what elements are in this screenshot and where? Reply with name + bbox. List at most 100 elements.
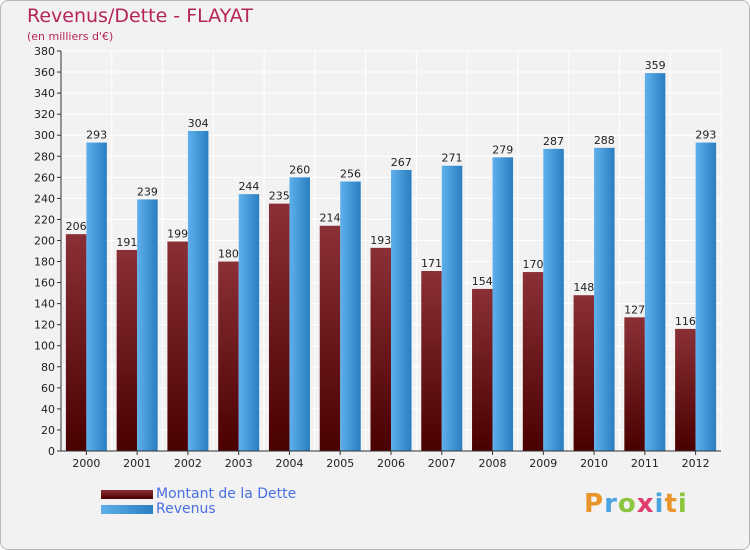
debt-bar-label: 171: [421, 257, 442, 270]
revenue-bar: [594, 147, 615, 451]
x-tick-label: 2010: [580, 457, 608, 470]
y-tick-label: 20: [41, 424, 55, 437]
revenue-bar-label: 279: [492, 143, 513, 156]
revenue-bar: [695, 142, 717, 451]
y-tick-label: 160: [34, 277, 55, 290]
logo-letter: t: [664, 489, 678, 519]
debt-bar-label: 193: [370, 234, 391, 247]
proxiti-logo: Proxiti: [584, 489, 688, 519]
y-tick-label: 140: [34, 298, 55, 311]
debt-bar: [167, 241, 188, 451]
legend-swatch-revenue: [101, 505, 153, 514]
debt-bar-label: 154: [472, 275, 493, 288]
y-tick-label: 100: [34, 340, 55, 353]
logo-letter: i: [654, 489, 665, 519]
debt-bar-label: 116: [675, 315, 696, 328]
revenue-bar: [289, 177, 310, 451]
revenue-bar-label: 288: [594, 134, 615, 147]
y-tick-label: 360: [34, 66, 55, 79]
x-tick-label: 2012: [682, 457, 710, 470]
debt-bar: [472, 288, 493, 451]
logo-letter: r: [604, 489, 618, 519]
y-tick-label: 220: [34, 213, 55, 226]
y-tick-label: 60: [41, 382, 55, 395]
x-tick-label: 2005: [326, 457, 354, 470]
revenue-bar: [187, 131, 209, 451]
debt-bar: [573, 295, 595, 451]
revenue-bar: [86, 142, 107, 451]
x-tick-label: 2009: [529, 457, 557, 470]
x-tick-label: 2008: [479, 457, 507, 470]
x-tick-label: 2002: [174, 457, 202, 470]
revenue-bar-label: 260: [289, 163, 310, 176]
debt-bar: [65, 234, 87, 451]
revenue-bar-label: 271: [442, 152, 463, 165]
logo-letter: P: [584, 489, 605, 519]
debt-bar: [522, 272, 544, 451]
debt-bar-label: 206: [66, 220, 87, 233]
y-tick-label: 180: [34, 256, 55, 269]
revenue-bar: [238, 194, 260, 451]
legend-label-revenue: Revenus: [156, 501, 216, 517]
y-tick-label: 200: [34, 234, 55, 247]
revenue-bar-label: 293: [695, 129, 716, 142]
revenue-bar: [492, 157, 514, 451]
debt-bar: [218, 261, 239, 451]
debt-bar: [268, 203, 290, 451]
debt-bar: [675, 328, 696, 451]
logo-letter: x: [636, 489, 655, 519]
y-tick-label: 240: [34, 192, 55, 205]
revenue-bar-label: 267: [391, 156, 412, 169]
x-tick-label: 2001: [123, 457, 151, 470]
chart-title: Revenus/Dette - FLAYAT: [27, 5, 253, 27]
debt-bar-label: 180: [218, 248, 239, 261]
revenue-bar-label: 256: [340, 168, 361, 181]
debt-bar-label: 170: [523, 258, 544, 271]
debt-bar-label: 127: [624, 303, 645, 316]
y-tick-label: 80: [41, 361, 55, 374]
x-tick-label: 2003: [225, 457, 253, 470]
debt-bar-label: 214: [319, 212, 340, 225]
revenue-bar: [441, 165, 463, 451]
revenue-bar: [391, 169, 412, 451]
revenue-bar: [340, 181, 361, 452]
debt-bar: [624, 317, 645, 451]
y-tick-label: 0: [48, 445, 55, 458]
revenue-bar-label: 239: [137, 185, 158, 198]
revenue-bar-label: 304: [188, 117, 209, 130]
y-tick-label: 280: [34, 150, 55, 163]
revenue-bar: [644, 73, 666, 452]
chart-subtitle: (en milliers d'€): [27, 30, 114, 43]
revenue-bar-label: 287: [543, 135, 564, 148]
x-tick-label: 2011: [631, 457, 659, 470]
x-tick-label: 2007: [428, 457, 456, 470]
bars: [65, 73, 717, 452]
y-tick-label: 340: [34, 87, 55, 100]
x-tick-label: 2004: [275, 457, 303, 470]
y-tick-label: 300: [34, 129, 55, 142]
revenue-bar-label: 244: [238, 180, 259, 193]
labels: 0 20 40 60 80 100 120 140 160 180 200 220 240 260 280 3…: [34, 45, 716, 470]
debt-bar-label: 148: [573, 281, 594, 294]
revenue-bar: [137, 199, 158, 451]
debt-bar-label: 199: [167, 228, 188, 241]
debt-bar-label: 191: [116, 236, 137, 249]
revenue-bar: [543, 148, 564, 452]
y-tick-label: 380: [34, 45, 55, 58]
debt-bar: [421, 271, 442, 451]
y-tick-label: 260: [34, 171, 55, 184]
y-tick-label: 120: [34, 319, 55, 332]
debt-bar: [319, 225, 341, 451]
y-tick-label: 320: [34, 108, 55, 121]
axes: [57, 50, 721, 455]
legend-label-debt: Montant de la Dette: [156, 486, 297, 502]
revenue-bar-label: 293: [86, 129, 107, 142]
debt-bar-label: 235: [269, 190, 290, 203]
debt-bar: [370, 247, 391, 451]
x-tick-label: 2000: [72, 457, 100, 470]
logo-letter: o: [617, 489, 637, 519]
debt-bar: [116, 249, 138, 451]
revenue-bar-label: 359: [645, 59, 666, 72]
